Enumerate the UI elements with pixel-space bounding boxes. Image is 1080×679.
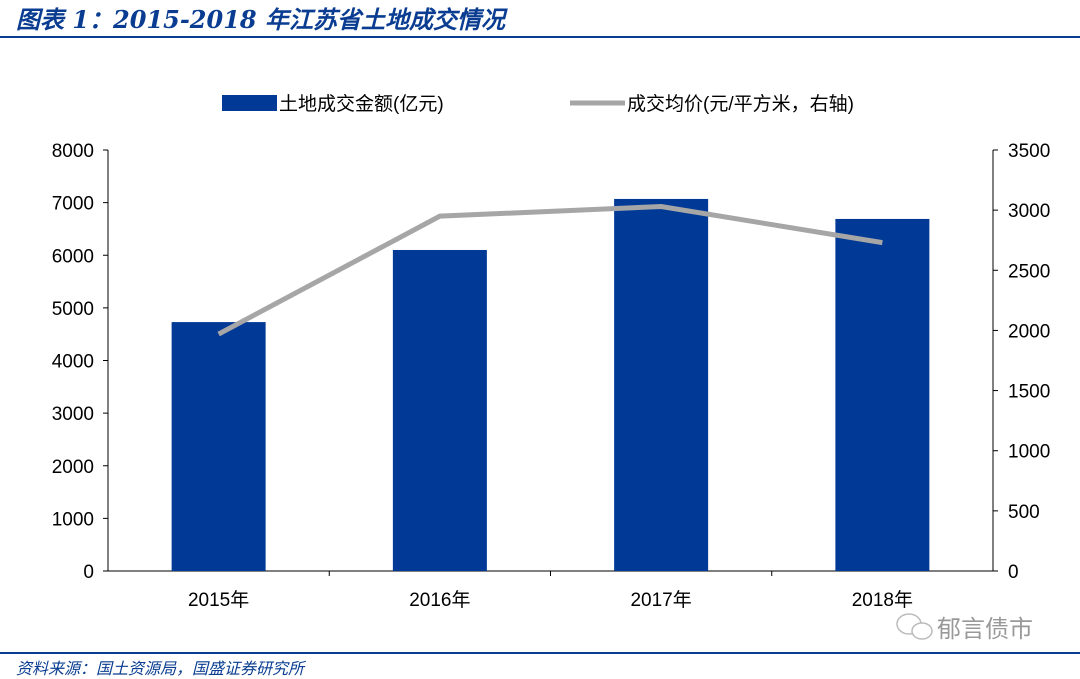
left-tick-label: 0 bbox=[83, 562, 94, 583]
left-tick-label: 5000 bbox=[52, 299, 94, 320]
x-tick-label: 2015年 bbox=[188, 589, 249, 611]
left-tick-label: 8000 bbox=[52, 141, 94, 162]
right-tick-label: 500 bbox=[1008, 502, 1040, 523]
legend-bar-swatch bbox=[222, 95, 277, 111]
bar-2016年 bbox=[393, 250, 487, 571]
wechat-watermark-icon: 郁言债市 bbox=[895, 610, 1045, 644]
right-tick-label: 3500 bbox=[1008, 141, 1050, 162]
right-tick-label: 0 bbox=[1008, 562, 1019, 583]
right-tick-label: 2500 bbox=[1008, 261, 1050, 282]
price-line bbox=[219, 207, 883, 335]
right-tick-label: 2000 bbox=[1008, 321, 1050, 342]
watermark: 郁言债市 bbox=[895, 610, 1045, 650]
right-tick-label: 1000 bbox=[1008, 442, 1050, 463]
left-tick-label: 6000 bbox=[52, 246, 94, 267]
svg-text:郁言债市: 郁言债市 bbox=[937, 616, 1033, 643]
bar-2017年 bbox=[614, 199, 708, 571]
left-tick-label: 2000 bbox=[52, 457, 94, 478]
legend-line-label: 成交均价(元/平方米，右轴) bbox=[627, 93, 854, 115]
bar-2018年 bbox=[835, 219, 929, 571]
left-tick-label: 1000 bbox=[52, 509, 94, 530]
x-tick-label: 2017年 bbox=[630, 589, 691, 611]
legend-bar-label: 土地成交金额(亿元) bbox=[279, 93, 444, 115]
x-tick-label: 2016年 bbox=[409, 589, 470, 611]
x-tick-label: 2018年 bbox=[852, 589, 913, 611]
source-note: 资料来源：国土资源局，国盛证券研究所 bbox=[16, 655, 304, 679]
bar-2015年 bbox=[172, 322, 266, 571]
left-tick-label: 7000 bbox=[52, 194, 94, 215]
left-tick-label: 4000 bbox=[52, 352, 94, 373]
chart: 0 1000 2000 3000 4000 5000 6000 7000 8000 0 500 100… bbox=[0, 0, 1080, 640]
footer-rule bbox=[0, 652, 1080, 654]
right-tick-label: 1500 bbox=[1008, 382, 1050, 403]
left-tick-label: 3000 bbox=[52, 404, 94, 425]
right-tick-label: 3000 bbox=[1008, 201, 1050, 222]
